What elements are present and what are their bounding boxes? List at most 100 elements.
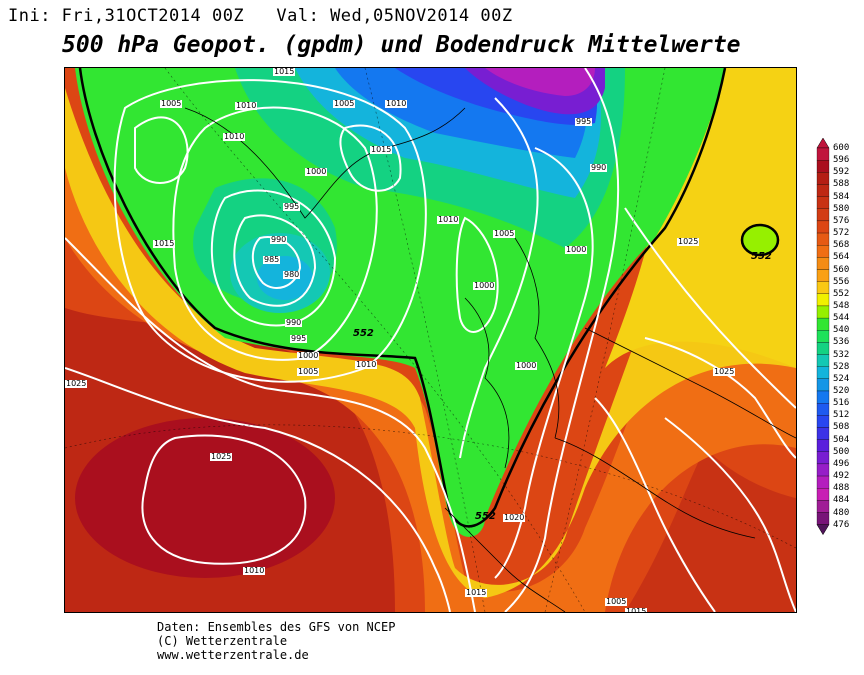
field-warm-east — [625, 448, 796, 612]
colorbar-label: 524 — [833, 373, 850, 384]
colorbar-segment — [816, 196, 830, 209]
isobar-label: 1005 — [605, 597, 628, 606]
colorbar-label: 532 — [833, 349, 850, 360]
weather-map: 1015 1005 1010 1005 1010 1010 1015 1000 995 990 98… — [64, 67, 797, 613]
colorbar-label: 568 — [833, 240, 850, 251]
colorbar-segment — [816, 500, 830, 513]
graticule — [65, 68, 796, 612]
colorbar-segment — [816, 415, 830, 428]
colorbar-segment — [816, 293, 830, 307]
colorbar-segment — [816, 330, 830, 343]
isobar-label: 980 — [283, 270, 301, 279]
isobar-label: 1010 — [223, 132, 246, 141]
isobar-label: 990 — [590, 163, 608, 172]
isobar-label: 1015 — [625, 608, 648, 612]
isobar-label: 990 — [285, 318, 303, 327]
field-orange-band — [65, 68, 796, 612]
colorbar-label: 572 — [833, 228, 850, 239]
colorbar-label: 484 — [833, 495, 850, 506]
isobar-label: 1005 — [493, 229, 516, 238]
colorbar-label: 580 — [833, 203, 850, 214]
map-svg — [65, 68, 796, 612]
colorbar-svg — [816, 138, 830, 536]
isobar-label: 1025 — [65, 379, 88, 388]
colorbar-segment — [816, 269, 830, 282]
colorbar-label: 544 — [833, 313, 850, 324]
colorbar-label: 504 — [833, 434, 850, 445]
isobar-label: 1000 — [297, 351, 320, 360]
colorbar-label: 592 — [833, 167, 850, 178]
colorbar-segment — [816, 354, 830, 367]
colorbar-label: 556 — [833, 276, 850, 287]
field-small-green — [742, 225, 778, 255]
footer-credits: Daten: Ensembles des GFS von NCEP (C) Wet… — [157, 620, 395, 662]
colorbar-label: 548 — [833, 300, 850, 311]
colorbar-label: 560 — [833, 264, 850, 275]
colorbar-label: 520 — [833, 386, 850, 396]
field-high-core — [75, 418, 335, 578]
colorbar-segment — [816, 342, 830, 355]
isobar-label: 1000 — [473, 281, 496, 290]
isobar-label: 995 — [283, 202, 301, 211]
valid-time: Val: Wed,05NOV2014 00Z — [276, 6, 513, 26]
colorbar-segment — [816, 172, 830, 185]
colorbar-label: 600 — [833, 143, 850, 153]
contour-552-east — [740, 223, 780, 257]
isobar-label: 1025 — [713, 367, 736, 376]
colorbar-label: 512 — [833, 410, 850, 421]
colorbar-label: 576 — [833, 215, 850, 226]
isobar-label: 1015 — [370, 145, 393, 154]
isobar-label: 1015 — [465, 588, 488, 597]
copyright: (C) Wetterzentrale — [157, 634, 288, 648]
isobar-label: 1000 — [515, 361, 538, 370]
isobar-label: 985 — [263, 255, 281, 264]
isobar-label: 1010 — [235, 101, 258, 110]
colorbar-segment — [816, 390, 830, 404]
colorbar-segment — [816, 439, 830, 452]
isobar-label: 1020 — [503, 513, 526, 522]
isobar-label: 1005 — [297, 367, 320, 376]
run-info: Ini: Fri,31OCT2014 00Z Val: Wed,05NOV201… — [8, 6, 513, 26]
colorbar-segment — [816, 451, 830, 465]
map-title: 500 hPa Geopot. (gpdm) und Bodendruck Mi… — [62, 32, 741, 58]
colorbar-label: 588 — [833, 179, 850, 190]
colorbar-segment — [816, 463, 830, 477]
isobar-label: 1010 — [355, 360, 378, 369]
init-time: Ini: Fri,31OCT2014 00Z — [8, 6, 245, 26]
colorbar-segment — [816, 281, 830, 294]
colorbar-segment — [816, 257, 830, 270]
isobar-label: 1010 — [385, 99, 408, 108]
colorbar-segment — [816, 305, 830, 319]
field-yellow-east — [605, 68, 796, 368]
isobar-label: 1015 — [273, 67, 296, 76]
colorbar-bottom-arrow — [816, 524, 830, 536]
colorbar-top-arrow — [816, 138, 830, 149]
colorbar-segment — [816, 208, 830, 222]
isobar-label: 1010 — [437, 215, 460, 224]
colorbar-label: 508 — [833, 422, 850, 433]
data-source: Daten: Ensembles des GFS von NCEP — [157, 620, 396, 634]
colorbar-label: 488 — [833, 483, 850, 494]
colorbar-segment — [816, 147, 830, 161]
colorbar-label: 476 — [833, 519, 850, 530]
colorbar-label: 528 — [833, 361, 850, 372]
geopot-label: 552 — [353, 328, 374, 339]
isobar-label: 1005 — [160, 99, 183, 108]
field-magenta — [485, 68, 595, 96]
coastlines — [184, 107, 796, 612]
isobar-label: 1015 — [153, 239, 176, 248]
colorbar-segment — [816, 159, 830, 173]
colorbar-segment — [816, 317, 830, 331]
isobar-label: 1010 — [243, 566, 266, 575]
colorbar-segment — [816, 427, 830, 440]
colorbar-label: 492 — [833, 471, 850, 482]
geopot-label: 552 — [751, 251, 772, 262]
colorbar-segment — [816, 366, 830, 379]
isobar-label: 1005 — [333, 99, 356, 108]
colorbar-label: 536 — [833, 337, 850, 348]
colorbar-label: 500 — [833, 446, 850, 457]
colorbar-label: 496 — [833, 458, 850, 469]
isobar-label: 1000 — [305, 167, 328, 176]
colorbar-segment — [816, 378, 830, 392]
website-link[interactable]: www.wetterzentrale.de — [157, 648, 309, 662]
